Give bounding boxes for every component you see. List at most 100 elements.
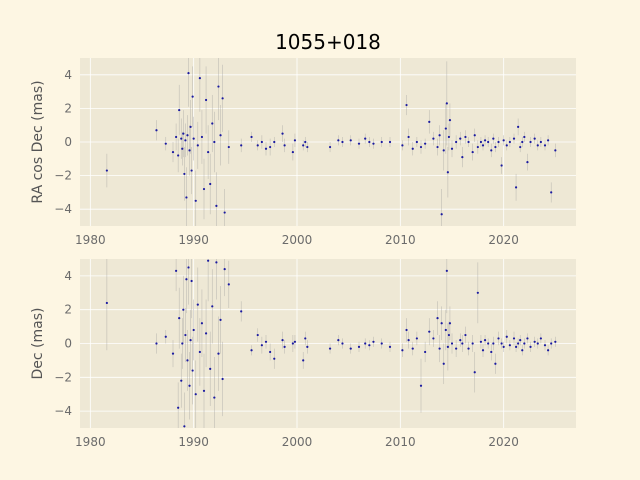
data-point [217, 352, 220, 355]
data-point [448, 322, 452, 325]
data-point [450, 342, 454, 345]
data-point [217, 85, 220, 88]
data-point [171, 352, 175, 355]
data-point [543, 144, 547, 147]
data-point [209, 182, 212, 186]
data-point [461, 156, 464, 159]
data-point [283, 345, 286, 348]
x-tick-label: 1980 [75, 435, 106, 449]
data-point [521, 349, 524, 352]
tick-labels: 1980 1990 2000 2010 2020 −4 −2 0 2 4 [54, 269, 519, 449]
data-point [519, 145, 522, 149]
data-point [415, 337, 418, 340]
data-point [177, 154, 180, 157]
data-point [445, 269, 448, 272]
data-point [328, 347, 332, 350]
data-point [188, 149, 191, 152]
data-point [204, 98, 208, 102]
data-point [211, 305, 214, 308]
data-point [424, 350, 427, 354]
data-point [337, 339, 340, 342]
data-point [446, 345, 449, 348]
data-point [492, 342, 495, 345]
data-point [177, 406, 180, 409]
data-point [189, 339, 192, 342]
data-point [184, 333, 187, 337]
data-point [476, 291, 479, 294]
data-point [380, 140, 383, 144]
data-point [405, 328, 408, 332]
data-point [291, 342, 294, 345]
data-point [269, 145, 272, 149]
data-point [539, 337, 542, 340]
data-point [554, 149, 557, 152]
data-point [487, 140, 490, 144]
data-point [473, 371, 476, 374]
data-point [198, 350, 201, 354]
data-point [505, 335, 508, 338]
chart-title: 1055+018 [275, 30, 381, 54]
x-tick-label: 2010 [385, 435, 416, 449]
data-point [364, 137, 367, 140]
data-point [428, 330, 431, 333]
data-point [388, 345, 392, 348]
data-point [264, 147, 268, 150]
data-point [183, 425, 186, 428]
y-tick-label: 2 [64, 101, 72, 115]
data-point [405, 103, 408, 107]
data-point [341, 342, 344, 345]
y-tick-label: 4 [64, 269, 72, 283]
data-point [194, 199, 197, 202]
data-point [447, 135, 450, 139]
data-point [171, 150, 175, 154]
data-point [185, 196, 188, 199]
data-point [240, 310, 243, 313]
data-point [368, 344, 371, 347]
data-point [188, 384, 191, 387]
data-point [407, 135, 410, 139]
data-point [219, 318, 222, 321]
data-point [281, 339, 284, 342]
data-point [364, 342, 367, 345]
data-point [411, 347, 414, 350]
data-point [227, 283, 230, 286]
data-point [481, 349, 485, 352]
data-point [490, 149, 493, 152]
data-point [198, 77, 201, 80]
data-point [517, 342, 520, 345]
data-point [227, 145, 230, 149]
data-point [105, 169, 108, 172]
data-point [260, 140, 263, 144]
data-point [240, 144, 243, 147]
data-point [529, 140, 532, 144]
data-point [448, 119, 452, 122]
data-point [302, 359, 305, 362]
data-point [500, 342, 503, 345]
data-point [471, 150, 474, 154]
data-point [479, 340, 483, 343]
data-point [349, 347, 352, 350]
data-point [328, 145, 332, 149]
data-point [526, 337, 529, 340]
data-point [281, 132, 284, 135]
data-point [473, 134, 476, 137]
bottom-panel-dec: 1980 1990 2000 2010 2020 −4 −2 0 2 4 Dec (mas) [30, 259, 576, 449]
data-point [502, 345, 505, 348]
data-point [419, 145, 423, 149]
data-point [260, 344, 263, 347]
y-tick-label: −2 [54, 370, 72, 384]
x-tick-label: 1980 [75, 233, 106, 247]
data-point [521, 140, 524, 144]
data-point [471, 342, 474, 345]
data-point [505, 144, 508, 147]
data-point [184, 139, 187, 142]
data-point [494, 145, 497, 149]
data-point [529, 345, 532, 348]
data-point [213, 140, 216, 144]
data-point [459, 137, 462, 140]
y-tick-label: 2 [64, 303, 72, 317]
data-point [200, 322, 204, 325]
data-point [293, 139, 297, 142]
data-point [187, 266, 190, 269]
data-point [550, 191, 553, 194]
